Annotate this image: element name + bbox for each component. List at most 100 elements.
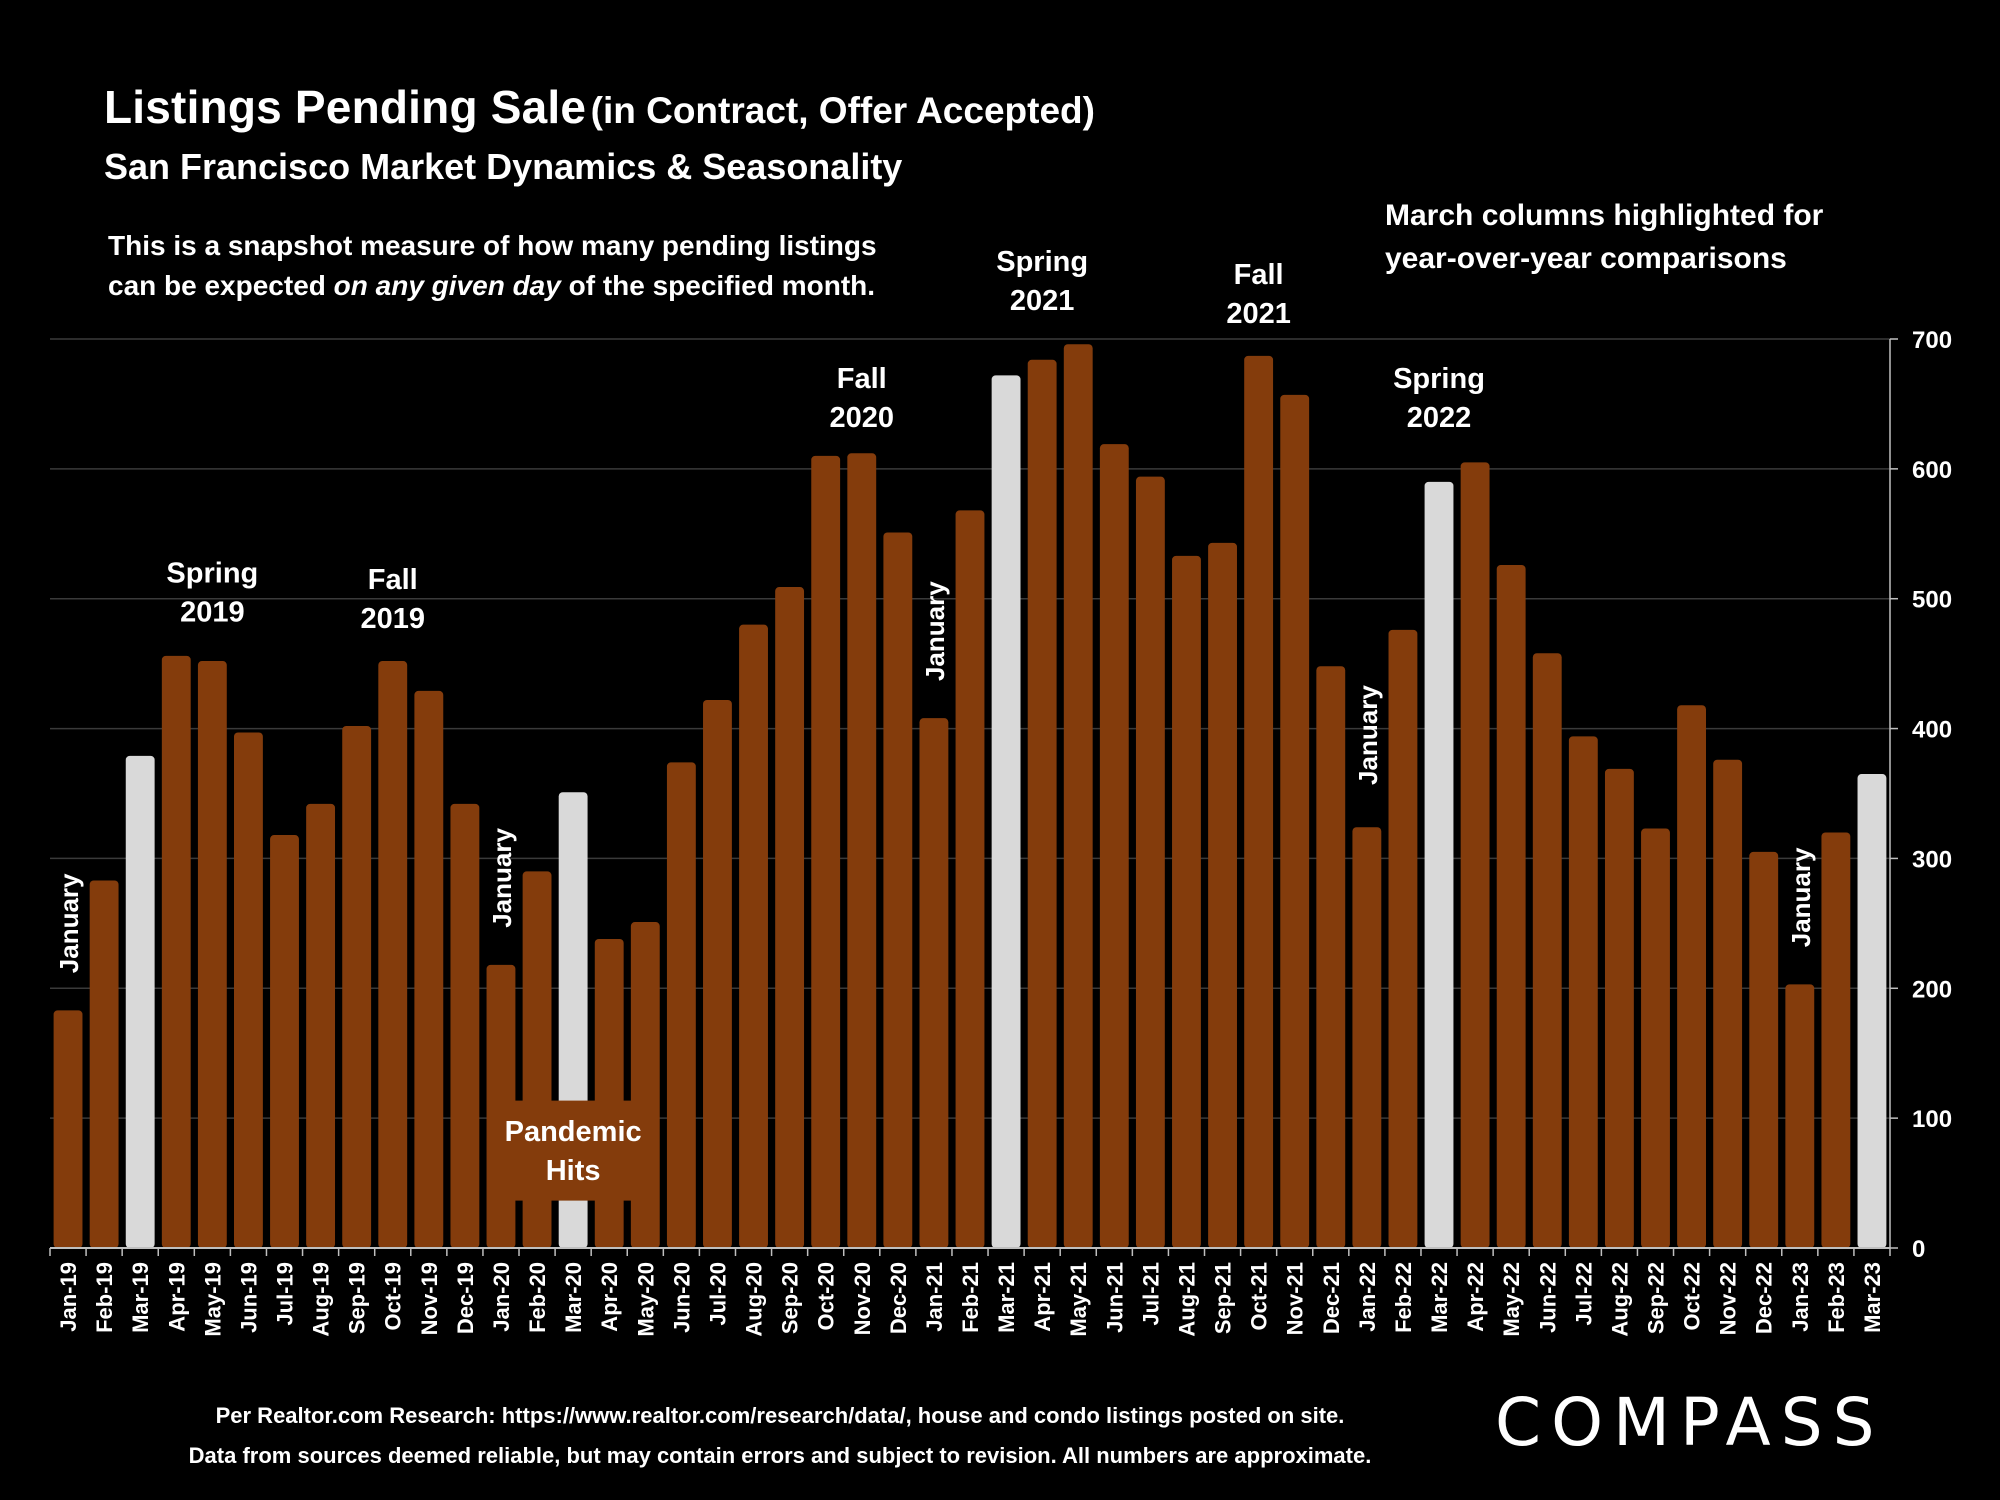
x-tick-label: Oct-22 [1680,1262,1705,1330]
annotation-season: Fall [368,564,418,596]
annotation-january: January [920,581,950,681]
x-tick-label: Jun-22 [1535,1262,1560,1333]
bar [666,762,696,1248]
x-tick-label: Feb-21 [958,1262,983,1333]
bar [414,690,444,1248]
bar [1749,851,1779,1248]
x-tick-label: May-20 [633,1262,658,1337]
x-tick-label: Sep-19 [345,1262,370,1334]
bar [1099,444,1129,1248]
source-footer: Per Realtor.com Research: https://www.re… [0,1396,1560,1476]
annotation-season: 2022 [1407,402,1472,434]
compass-logo: COMPASS [1495,1384,1885,1461]
chart-note-line2-emphasis: on any given day [333,270,561,301]
x-tick-label: Jul-22 [1571,1262,1596,1326]
x-tick-label: Apr-20 [597,1262,622,1332]
chart-note-line1: This is a snapshot measure of how many p… [108,230,877,261]
y-tick-label: 0 [1912,1236,1925,1263]
bar [883,532,913,1248]
bar [1244,355,1274,1248]
x-tick-label: May-21 [1066,1262,1091,1337]
annotation-pandemic: Hits [546,1155,601,1187]
march-highlight-note-line1: March columns highlighted for [1385,199,1824,232]
annotation-pandemic: Pandemic [505,1116,642,1148]
bar [306,803,336,1248]
x-tick-label: Oct-21 [1247,1262,1272,1330]
x-tick-label: May-19 [200,1262,225,1337]
annotation-season: 2021 [1010,285,1075,317]
y-tick-label: 400 [1912,717,1952,744]
annotation-season: Spring [996,246,1088,278]
annotation-season: 2021 [1226,298,1291,330]
bar [1821,832,1851,1248]
x-tick-label: Aug-20 [742,1262,767,1337]
chart-subtitle: San Francisco Market Dynamics & Seasonal… [104,146,903,187]
annotation-january: January [1786,847,1816,947]
x-tick-label: Jul-19 [273,1262,298,1326]
bar [1460,462,1490,1249]
bar-highlighted [1424,481,1454,1248]
bar [1027,359,1057,1249]
y-tick-label: 200 [1912,976,1952,1003]
x-tick-label: Apr-21 [1030,1262,1055,1332]
bar [739,624,768,1248]
chart-title-main: Listings Pending Sale [104,81,587,133]
source-footer-line1: Per Realtor.com Research: https://www.re… [215,1403,1345,1428]
bar [1641,828,1670,1248]
x-tick-label: Nov-20 [850,1262,875,1335]
y-tick-label: 100 [1912,1106,1952,1133]
y-tick-label: 700 [1912,327,1952,354]
annotation-season: Spring [1393,363,1485,395]
y-tick-label: 600 [1912,457,1952,484]
bar [89,880,119,1248]
bar [955,510,985,1248]
y-tick-label: 500 [1912,587,1952,614]
bar [1496,564,1526,1248]
bar [775,587,805,1248]
x-tick-label: Dec-21 [1319,1262,1344,1334]
x-tick-label: Dec-19 [453,1262,478,1334]
x-tick-label: Jan-19 [56,1262,81,1332]
x-tick-label: Sep-22 [1643,1262,1668,1334]
x-tick-label: Nov-21 [1283,1262,1308,1335]
bar [450,803,480,1248]
annotation-season: 2019 [360,603,425,635]
x-tick-label: Oct-19 [381,1262,406,1330]
bar [1352,827,1382,1248]
x-tick-label: Feb-20 [525,1262,550,1333]
bar [342,725,372,1248]
annotation-january: January [54,873,84,973]
x-tick-label: Apr-22 [1463,1262,1488,1332]
annotation-january: January [1353,685,1383,785]
x-tick-label: Mar-22 [1427,1262,1452,1333]
x-tick-label: Jul-20 [705,1262,730,1326]
annotation-january: January [487,828,517,928]
x-tick-label: Jan-21 [922,1262,947,1332]
bar [161,655,191,1248]
bar [919,718,949,1248]
bar [270,835,299,1248]
bar [234,732,263,1248]
x-tick-label: Dec-20 [886,1262,911,1334]
x-tick-label: Feb-23 [1824,1262,1849,1333]
bar-highlighted [125,755,155,1248]
x-tick-label: Jan-20 [489,1262,514,1332]
bar [1208,542,1237,1248]
source-footer-line2: Data from sources deemed reliable, but m… [188,1443,1372,1468]
x-tick-label: Feb-19 [92,1262,117,1333]
x-tick-label: Apr-19 [164,1262,189,1332]
bar [1713,759,1743,1248]
x-tick-label: Jun-19 [236,1262,261,1333]
bar [1532,653,1562,1248]
bar [594,938,624,1248]
x-tick-label: Jul-21 [1138,1262,1163,1326]
bar [1063,344,1093,1248]
bar [197,661,227,1248]
x-tick-label: Aug-19 [309,1262,334,1337]
bar [1135,476,1165,1248]
x-tick-label: Sep-20 [778,1262,803,1334]
x-tick-label: Jan-22 [1355,1262,1380,1332]
bar [1388,629,1418,1248]
bar [847,453,877,1248]
